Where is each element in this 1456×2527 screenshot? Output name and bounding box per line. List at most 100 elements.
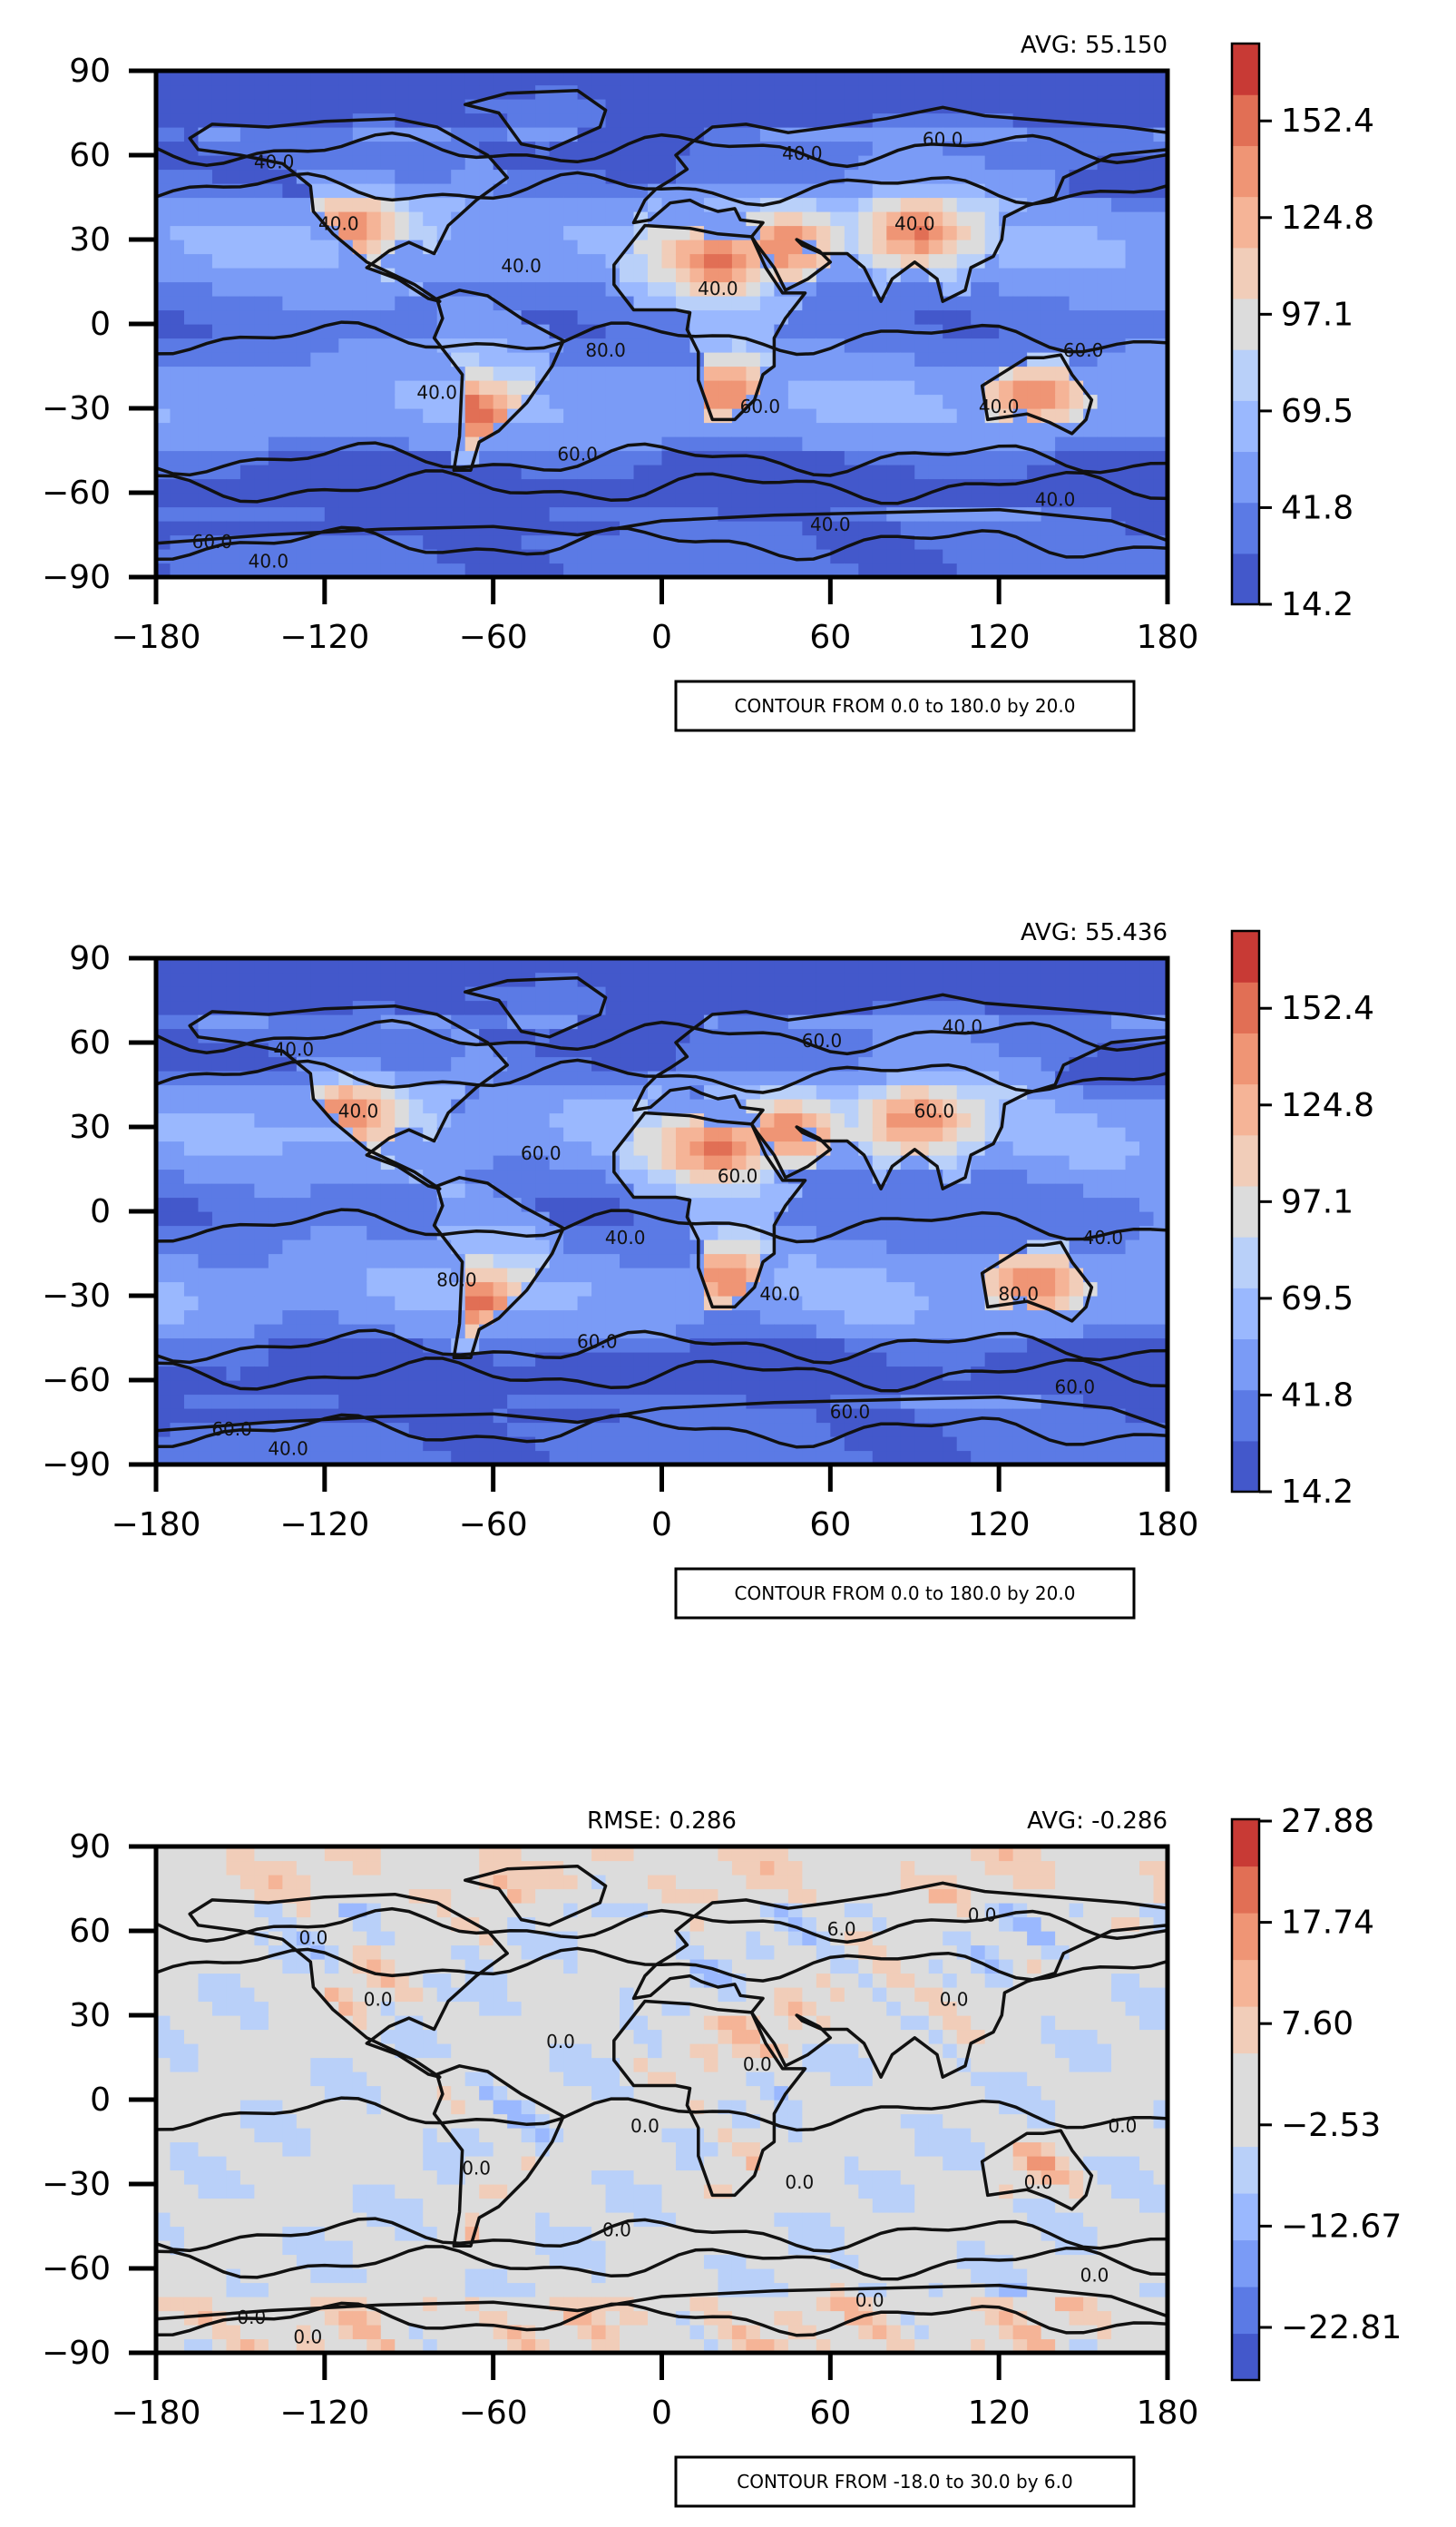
grid-cell bbox=[282, 394, 298, 409]
grid-cell bbox=[563, 1281, 579, 1297]
grid-cell bbox=[1041, 1141, 1056, 1156]
grid-cell bbox=[183, 225, 200, 240]
grid-cell bbox=[254, 183, 269, 199]
grid-cell bbox=[928, 549, 943, 564]
grid-cell bbox=[408, 155, 424, 171]
grid-cell bbox=[380, 71, 396, 86]
grid-cell bbox=[1125, 253, 1140, 269]
grid-cell bbox=[366, 1056, 382, 1072]
grid-cell bbox=[718, 141, 733, 156]
grid-cell bbox=[324, 1309, 339, 1325]
grid-cell bbox=[535, 1296, 551, 1311]
grid-cell bbox=[787, 71, 803, 86]
grid-cell bbox=[648, 563, 663, 578]
grid-cell bbox=[464, 408, 480, 424]
y-tick-label: 0 bbox=[90, 306, 111, 343]
grid-cell bbox=[1097, 506, 1112, 522]
grid-cell bbox=[774, 169, 789, 184]
grid-cell bbox=[731, 1268, 748, 1283]
grid-cell bbox=[507, 1056, 523, 1072]
grid-cell bbox=[507, 155, 523, 171]
grid-cell bbox=[296, 141, 311, 156]
grid-cell bbox=[268, 1141, 283, 1156]
grid-cell bbox=[211, 1296, 228, 1311]
grid-cell bbox=[226, 986, 241, 1002]
grid-cell bbox=[254, 380, 269, 396]
contour-label: 60.0 bbox=[923, 129, 963, 151]
grid-cell bbox=[689, 972, 705, 987]
grid-cell bbox=[436, 366, 452, 381]
grid-cell bbox=[746, 1197, 761, 1212]
grid-cell bbox=[493, 450, 508, 465]
grid-cell bbox=[1041, 99, 1056, 114]
grid-cell bbox=[943, 113, 958, 128]
grid-cell bbox=[703, 309, 719, 325]
grid-cell bbox=[549, 240, 564, 255]
grid-cell bbox=[352, 1394, 367, 1409]
grid-cell bbox=[844, 99, 859, 114]
grid-cell bbox=[914, 1352, 930, 1367]
grid-cell bbox=[239, 450, 256, 465]
grid-cell bbox=[971, 1183, 986, 1199]
grid-cell bbox=[1139, 408, 1155, 424]
grid-cell bbox=[254, 394, 269, 409]
grid-cell bbox=[464, 169, 480, 184]
grid-cell bbox=[408, 169, 424, 184]
grid-cell bbox=[380, 380, 396, 396]
grid-cell bbox=[577, 422, 592, 437]
grid-cell bbox=[198, 1408, 213, 1424]
grid-cell bbox=[1139, 450, 1155, 465]
grid-cell bbox=[928, 422, 943, 437]
grid-cell bbox=[226, 1141, 241, 1156]
grid-cell bbox=[900, 1309, 915, 1325]
grid-cell bbox=[352, 380, 367, 396]
grid-cell bbox=[1012, 155, 1028, 171]
grid-cell bbox=[774, 366, 789, 381]
grid-cell bbox=[900, 1352, 915, 1367]
grid-cell bbox=[999, 240, 1014, 255]
grid-cell bbox=[886, 1071, 902, 1086]
grid-cell bbox=[1012, 1408, 1028, 1424]
grid-cell bbox=[268, 281, 283, 297]
grid-cell bbox=[563, 211, 579, 227]
grid-cell bbox=[535, 465, 551, 480]
grid-cell bbox=[1125, 394, 1140, 409]
grid-cell bbox=[282, 127, 298, 142]
grid-cell bbox=[479, 1436, 494, 1452]
grid-cell bbox=[408, 394, 424, 409]
grid-cell bbox=[956, 563, 972, 578]
grid-cell bbox=[296, 281, 311, 297]
grid-cell bbox=[648, 1043, 663, 1058]
grid-cell bbox=[479, 450, 494, 465]
grid-cell bbox=[423, 1366, 438, 1381]
grid-cell bbox=[844, 1324, 859, 1339]
grid-cell bbox=[1153, 296, 1168, 311]
grid-cell bbox=[464, 534, 480, 550]
grid-cell bbox=[507, 534, 523, 550]
grid-cell bbox=[436, 1337, 452, 1353]
grid-cell bbox=[352, 422, 367, 437]
grid-cell bbox=[423, 1155, 438, 1170]
grid-cell bbox=[956, 1268, 972, 1283]
grid-cell bbox=[268, 1071, 283, 1086]
grid-cell bbox=[395, 1268, 410, 1283]
grid-cell bbox=[633, 1141, 649, 1156]
grid-cell bbox=[718, 1239, 733, 1255]
grid-cell bbox=[1083, 309, 1099, 325]
grid-cell bbox=[718, 380, 733, 396]
grid-cell bbox=[464, 268, 480, 283]
grid-cell bbox=[239, 296, 256, 311]
grid-cell bbox=[731, 450, 748, 465]
grid-cell bbox=[858, 1281, 874, 1297]
grid-cell bbox=[858, 394, 874, 409]
grid-cell bbox=[802, 534, 817, 550]
grid-cell bbox=[844, 436, 859, 452]
grid-cell bbox=[296, 972, 311, 987]
grid-cell bbox=[787, 1422, 803, 1437]
grid-cell bbox=[436, 1380, 452, 1396]
grid-cell bbox=[999, 183, 1014, 199]
grid-cell bbox=[521, 1014, 536, 1030]
grid-cell bbox=[661, 1337, 677, 1353]
grid-cell bbox=[170, 1183, 185, 1199]
grid-cell bbox=[633, 268, 649, 283]
